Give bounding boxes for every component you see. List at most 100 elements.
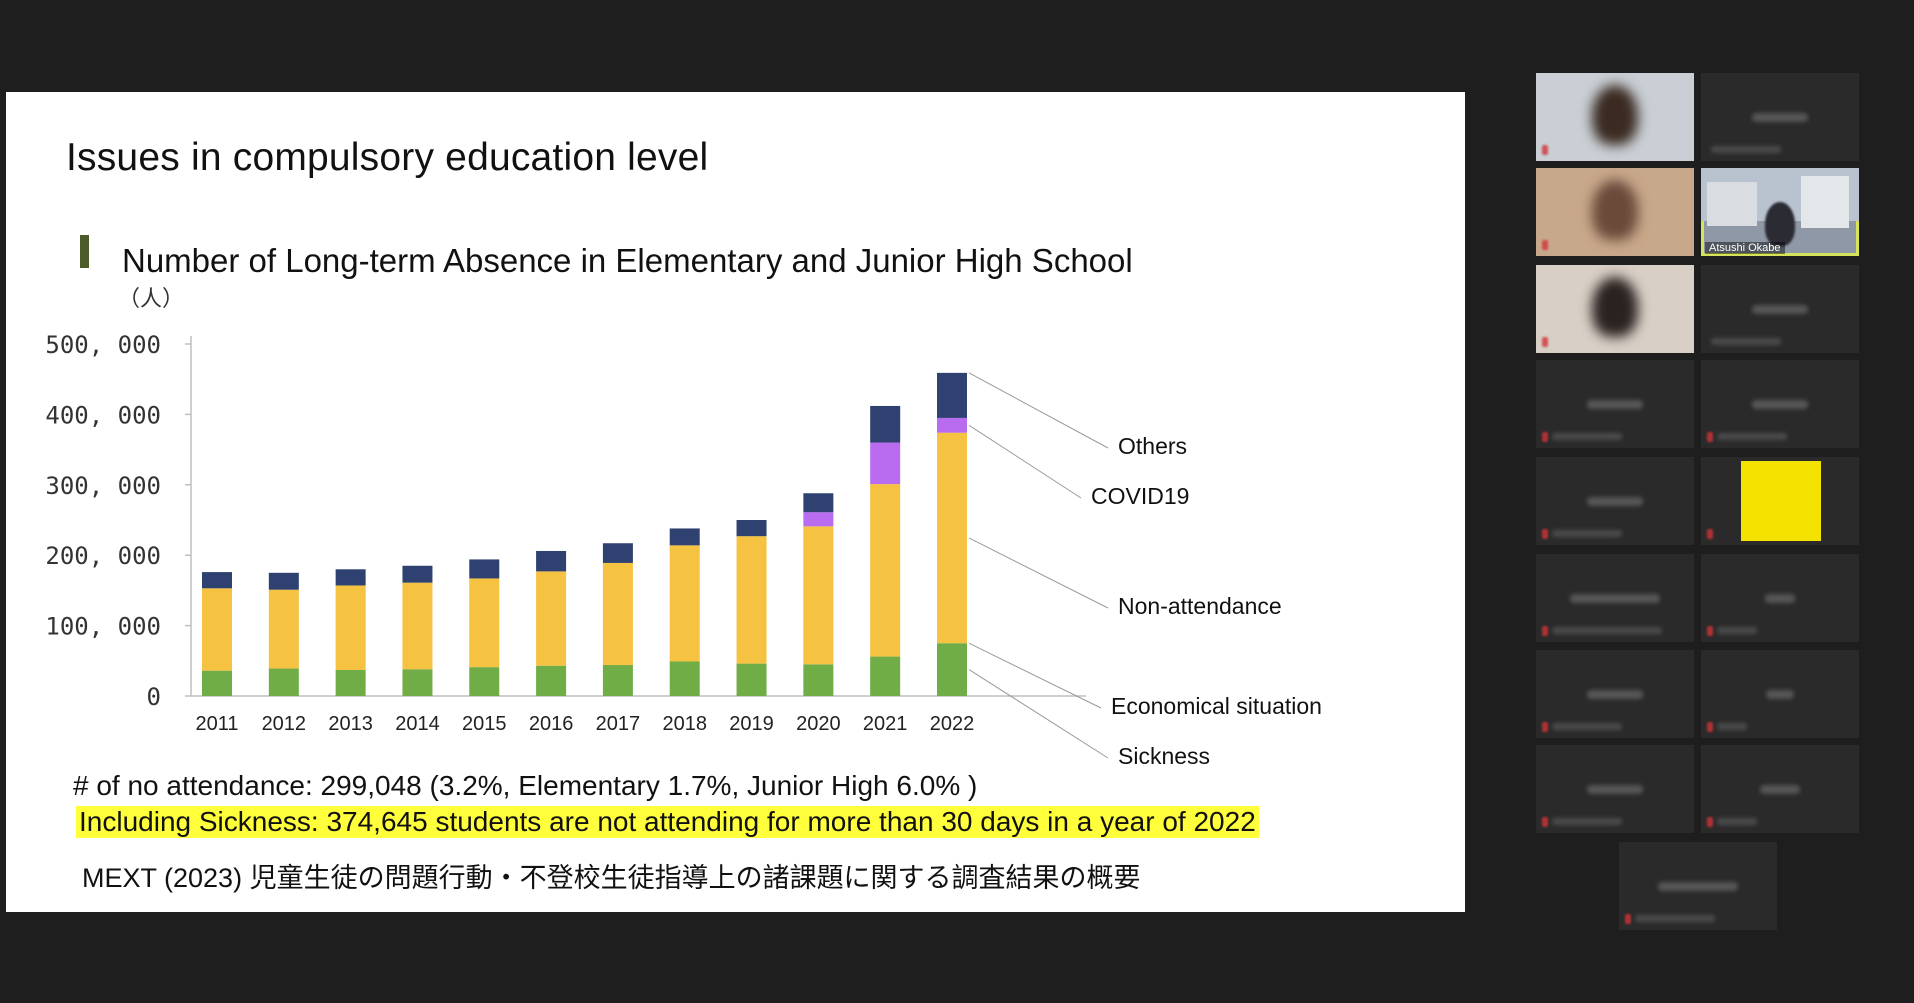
legend-label: Sickness <box>1118 743 1210 769</box>
mic-muted-icon <box>1542 240 1548 250</box>
bar-non-attendance <box>402 582 433 670</box>
x-tick-label: 2022 <box>930 713 975 735</box>
participant-video <box>1592 85 1638 145</box>
bar-others <box>202 572 232 589</box>
participant-tile-active-speaker[interactable]: Atsushi Okabe <box>1701 168 1859 256</box>
participant-tile-7[interactable] <box>1536 360 1694 448</box>
participant-tile-12[interactable] <box>1701 554 1859 642</box>
participant-tile-15[interactable] <box>1536 745 1694 833</box>
bar-sickness <box>602 665 633 696</box>
attendance-note: # of no attendance: 299,048 (3.2%, Eleme… <box>73 770 978 801</box>
x-tick-label: 2020 <box>796 713 841 735</box>
bar-sickness <box>268 668 299 696</box>
bar-others <box>870 405 901 443</box>
bar-non-attendance <box>536 571 567 666</box>
legend-label: Others <box>1118 433 1187 459</box>
bar-others <box>736 520 767 537</box>
bar-others <box>536 550 567 572</box>
participant-tile-8[interactable] <box>1701 360 1859 448</box>
x-tick-label: 2013 <box>328 713 373 735</box>
participant-tile-6[interactable] <box>1701 265 1859 353</box>
x-tick-label: 2015 <box>462 713 507 735</box>
participant-video <box>1765 202 1795 246</box>
x-tick-label: 2021 <box>863 713 908 735</box>
legend-label: Non-attendance <box>1118 593 1282 619</box>
y-tick-label: 300, 000 <box>45 472 161 500</box>
bar-sickness <box>669 661 700 696</box>
legend-leader-line <box>968 669 1109 759</box>
bar-non-attendance <box>803 526 834 665</box>
participant-tile-17[interactable] <box>1619 842 1777 930</box>
bar-covid19 <box>937 417 967 433</box>
bar-others <box>335 569 366 586</box>
bar-non-attendance <box>937 432 967 644</box>
bar-sickness <box>803 664 834 696</box>
participant-avatar <box>1741 461 1821 541</box>
legend-leader-line <box>968 372 1109 449</box>
source-citation: MEXT (2023) 児童生徒の問題行動・不登校生徒指導上の諸課題に関する調査… <box>82 863 1141 893</box>
bar-sickness <box>469 667 500 696</box>
legend-leader-line <box>968 424 1082 499</box>
bar-non-attendance <box>202 588 232 671</box>
bar-covid19 <box>803 512 834 527</box>
highlighted-note: Including Sickness: 374,645 students are… <box>76 806 1259 838</box>
x-tick-label: 2014 <box>395 713 440 735</box>
x-tick-label: 2011 <box>195 713 238 735</box>
bar-others <box>402 565 433 583</box>
y-unit-label: （人） <box>118 287 184 312</box>
y-tick-label: 100, 000 <box>45 613 161 641</box>
participant-tile-13[interactable] <box>1536 650 1694 738</box>
slide-title: Issues in compulsory education level <box>66 136 709 179</box>
participant-tile-16[interactable] <box>1701 745 1859 833</box>
bar-sickness <box>402 669 433 696</box>
participant-tile-1[interactable] <box>1536 73 1694 161</box>
bar-non-attendance <box>268 589 299 669</box>
bar-others <box>268 572 299 590</box>
chart-title: Number of Long-term Absence in Elementar… <box>122 242 1133 279</box>
subtitle-accent-bar <box>80 235 89 268</box>
bar-others <box>469 559 500 579</box>
y-tick-label: 0 <box>147 683 161 711</box>
bar-non-attendance <box>469 578 500 668</box>
bar-others <box>669 528 700 546</box>
bar-sickness <box>870 656 901 696</box>
bar-sickness <box>736 663 767 696</box>
bar-non-attendance <box>736 536 767 664</box>
y-tick-label: 400, 000 <box>45 401 161 429</box>
bar-non-attendance <box>335 585 366 670</box>
bar-non-attendance <box>602 562 633 666</box>
x-tick-label: 2018 <box>662 713 707 735</box>
mic-muted-icon <box>1542 145 1548 155</box>
legend-label: Economical situation <box>1111 693 1322 719</box>
bar-covid19 <box>870 442 901 485</box>
legend-leader-line <box>968 642 1102 709</box>
participant-tile-11[interactable] <box>1536 554 1694 642</box>
participant-tile-14[interactable] <box>1701 650 1859 738</box>
participant-video <box>1592 277 1638 337</box>
participant-tile-9[interactable] <box>1536 457 1694 545</box>
participant-name: Atsushi Okabe <box>1705 242 1785 254</box>
shared-slide: Issues in compulsory education level Num… <box>6 92 1465 912</box>
participant-tile-5[interactable] <box>1536 265 1694 353</box>
legend-label: COVID19 <box>1091 483 1189 509</box>
bar-chart: （人） 0 100, 000 200, 000 300, 000 400, 000 500,… <box>45 287 1322 769</box>
legend-leader-line <box>968 537 1109 609</box>
bar-others <box>803 493 834 513</box>
bar-others <box>937 372 967 418</box>
x-tick-label: 2017 <box>596 713 641 735</box>
bar-non-attendance <box>870 484 901 657</box>
bar-non-attendance <box>669 545 700 662</box>
participant-tile-2[interactable] <box>1701 73 1859 161</box>
participant-video <box>1592 180 1638 240</box>
bar-sickness <box>937 643 967 696</box>
bar-others <box>602 543 633 563</box>
participant-tile-10[interactable] <box>1701 457 1859 545</box>
x-tick-label: 2016 <box>529 713 574 735</box>
bar-sickness <box>335 669 366 696</box>
participant-tile-3[interactable] <box>1536 168 1694 256</box>
y-tick-label: 500, 000 <box>45 331 161 359</box>
x-tick-label: 2019 <box>729 713 774 735</box>
x-tick-label: 2012 <box>262 713 307 735</box>
mic-muted-icon <box>1542 337 1548 347</box>
y-tick-label: 200, 000 <box>45 542 161 570</box>
